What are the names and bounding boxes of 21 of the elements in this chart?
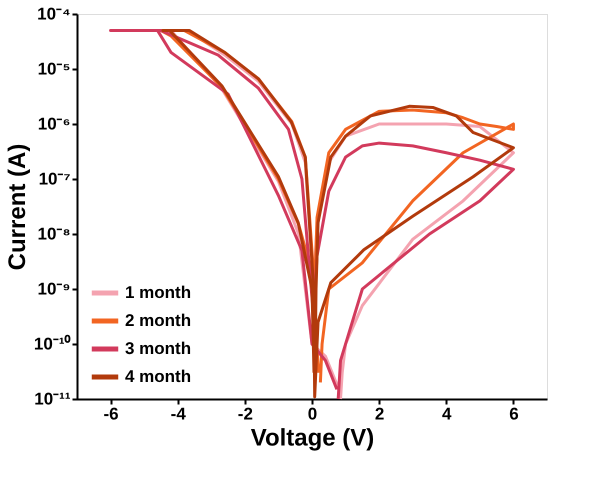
x-axis-title: Voltage (V): [250, 424, 374, 452]
y-tick-label: 10⁻⁷: [38, 170, 70, 188]
legend-label: 3 month: [125, 339, 192, 358]
legend-label: 1 month: [125, 283, 192, 302]
y-tick-label: 10⁻⁵: [38, 60, 70, 78]
x-tick-label: -4: [170, 404, 186, 424]
x-tick-label: 4: [442, 404, 452, 424]
y-tick-label: 10⁻⁴: [37, 4, 70, 24]
x-tick-label: -6: [104, 404, 119, 424]
x-tick-label: 2: [374, 404, 384, 424]
legend-label: 2 month: [125, 311, 192, 330]
y-tick-label: 10⁻⁸: [38, 224, 70, 244]
legend-label: 4 month: [125, 367, 192, 386]
y-tick-label: 10⁻⁶: [38, 114, 70, 134]
y-axis-title: Current (A): [4, 144, 31, 270]
x-tick-label: 0: [308, 404, 318, 424]
x-tick-label: 6: [509, 404, 519, 424]
x-tick-label: -2: [238, 404, 253, 424]
y-tick-label: 10⁻¹⁰: [34, 334, 70, 354]
y-tick-label: 10⁻⁹: [38, 280, 70, 298]
y-tick-label: 10⁻¹¹: [34, 390, 71, 408]
